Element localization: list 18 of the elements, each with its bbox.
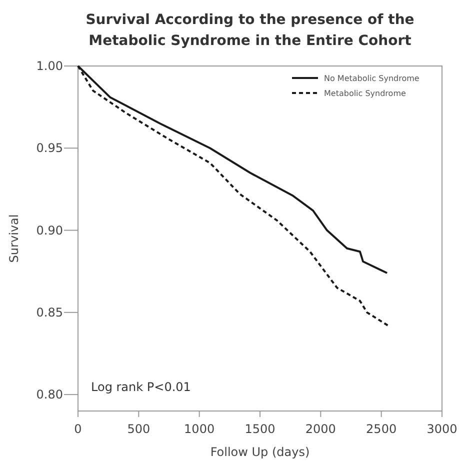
x-tick-label: 1000 xyxy=(184,422,215,436)
y-tick-label: 0.85 xyxy=(36,305,63,320)
y-axis-title: Survival xyxy=(7,214,21,263)
y-tick-label: 0.90 xyxy=(36,223,63,238)
x-axis-title: Follow Up (days) xyxy=(210,445,310,459)
legend-label: No Metabolic Syndrome xyxy=(324,74,420,83)
x-tick-label: 0 xyxy=(74,422,82,436)
legend-label: Metabolic Syndrome xyxy=(324,89,406,98)
x-tick-label: 3000 xyxy=(426,422,458,436)
y-tick-label: 0.95 xyxy=(36,141,63,156)
y-tick-label: 1.00 xyxy=(36,59,63,73)
y-tick-label: 0.80 xyxy=(36,388,63,402)
chart-title: Survival According to the presence of the Metabolic Syndrome in the Entire Cohort xyxy=(86,12,414,49)
x-tick-label: 2000 xyxy=(305,422,336,436)
x-tick-label: 2500 xyxy=(366,422,397,436)
x-tick-label: 500 xyxy=(127,422,150,436)
x-tick-label: 1500 xyxy=(244,422,276,436)
annotation: Log rank P<0.01 xyxy=(91,380,191,394)
